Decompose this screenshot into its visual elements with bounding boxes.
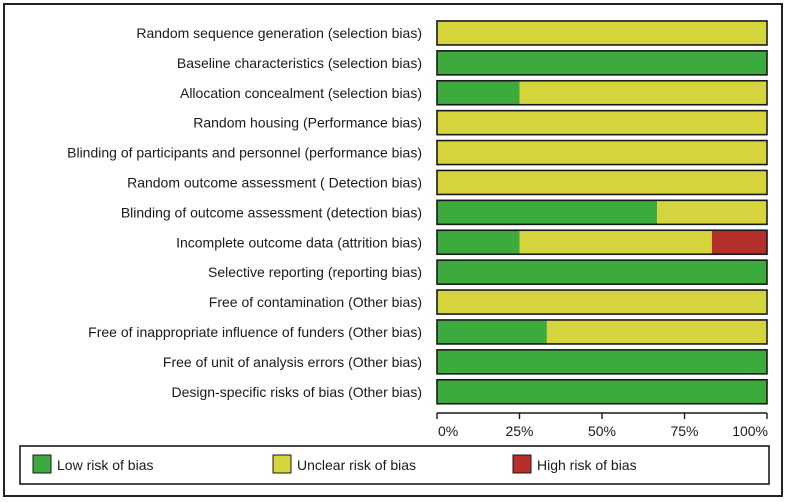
category-label: Incomplete outcome data (attrition bias) <box>176 234 422 250</box>
bar-segment <box>437 319 547 344</box>
category-label: Baseline characteristics (selection bias… <box>177 55 422 71</box>
bar-outline <box>436 259 768 285</box>
bar-outline <box>436 79 768 106</box>
bar-outline <box>436 289 768 315</box>
bar-segment <box>437 260 767 285</box>
category-label: Random housing (Performance bias) <box>193 115 422 131</box>
category-label: Blinding of participants and personnel (… <box>67 145 422 161</box>
bar-outline <box>436 109 768 136</box>
bar-outline <box>436 349 768 375</box>
bar-segment <box>437 379 767 404</box>
bar-segment <box>657 200 767 225</box>
bar-segment <box>437 140 767 165</box>
bar-outline <box>436 319 768 345</box>
legend-label: Low risk of bias <box>57 457 153 473</box>
bar-outline <box>436 20 768 46</box>
bar-segment <box>437 110 767 135</box>
x-tick-label: 0% <box>438 423 458 439</box>
category-label: Free of unit of analysis errors (Other b… <box>163 354 422 370</box>
bar-segment <box>437 50 767 75</box>
bar-outline <box>436 229 768 256</box>
bar-segment <box>519 230 712 255</box>
bar-segment <box>437 20 767 45</box>
legend-swatch <box>32 454 52 474</box>
category-label: Free of contamination (Other bias) <box>209 294 422 310</box>
x-axis: 0% 25% 50% 75% 100% <box>436 412 768 439</box>
category-label: Design-specific risks of bias (Other bia… <box>171 384 422 400</box>
bar-outline <box>436 169 768 196</box>
category-label: Selective reporting (reporting bias) <box>208 264 422 280</box>
category-label: Free of inappropriate influence of funde… <box>88 324 422 340</box>
legend-swatch <box>512 454 532 474</box>
category-label: Allocation concealment (selection bias) <box>180 85 422 101</box>
bar-segment <box>711 230 767 255</box>
category-label: Random outcome assessment ( Detection bi… <box>127 174 422 190</box>
x-tick-label: 50% <box>588 423 616 439</box>
bar-segment <box>437 170 767 195</box>
x-tick-label: 75% <box>670 423 698 439</box>
legend-label: Unclear risk of bias <box>297 457 416 473</box>
category-labels: Random sequence generation (selection bi… <box>67 25 422 400</box>
bar-segment <box>546 319 767 344</box>
bar-segment <box>437 200 658 225</box>
legend-label: High risk of bias <box>537 457 637 473</box>
bar-outline <box>436 50 768 76</box>
bar-segment <box>437 290 767 315</box>
bar-outline <box>436 378 768 405</box>
bars <box>436 20 768 405</box>
legend: Low risk of bias Unclear risk of bias High… <box>19 445 770 485</box>
legend-swatch <box>272 454 292 474</box>
bar-outline <box>436 199 768 226</box>
bar-segment <box>437 349 767 374</box>
bar-segment <box>437 80 520 105</box>
x-tick-label: 100% <box>732 423 768 439</box>
bar-outline <box>436 139 768 166</box>
bar-segment <box>519 80 767 105</box>
x-tick-label: 25% <box>505 423 533 439</box>
category-label: Blinding of outcome assessment (detectio… <box>121 204 422 220</box>
category-label: Random sequence generation (selection bi… <box>136 25 422 41</box>
bar-segment <box>437 230 520 255</box>
legend-box <box>19 445 770 485</box>
